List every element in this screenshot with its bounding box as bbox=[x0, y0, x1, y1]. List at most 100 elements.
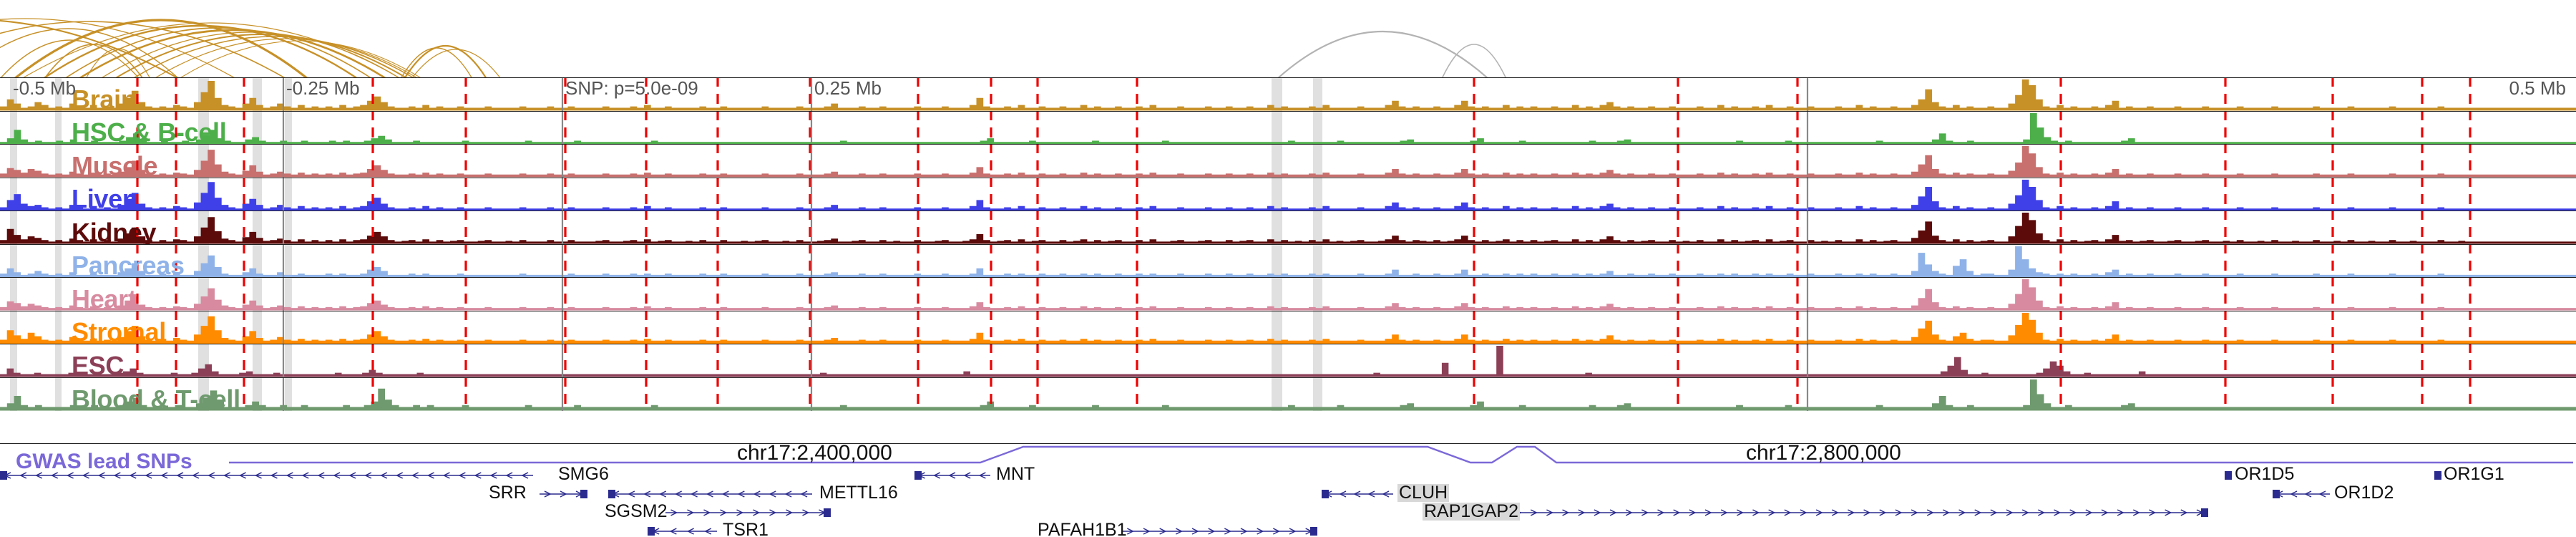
gene-strand-arrow bbox=[1625, 509, 1633, 516]
gene-strand-arrow bbox=[411, 472, 419, 479]
gene-strand-arrow bbox=[505, 472, 513, 479]
gene-strand-arrow bbox=[1609, 509, 1617, 516]
highlight-band bbox=[253, 111, 262, 144]
highlight-band bbox=[10, 377, 17, 411]
gene-strand-arrow bbox=[674, 490, 682, 498]
highlight-band bbox=[10, 344, 17, 377]
gene-label-or1d5[interactable]: OR1D5 bbox=[2235, 464, 2295, 484]
gene-strand-arrow bbox=[720, 509, 728, 516]
gene-label-rap1gap2[interactable]: RAP1GAP2 bbox=[1423, 501, 1521, 521]
gene-strand-arrow bbox=[1641, 509, 1649, 516]
gene-strand-arrow bbox=[686, 528, 694, 535]
signal-area bbox=[0, 79, 2576, 111]
highlight-band bbox=[1313, 311, 1322, 344]
highlight-band bbox=[285, 377, 292, 411]
gene-strand-arrow bbox=[2054, 509, 2062, 516]
gene-exon bbox=[0, 471, 7, 480]
chromatin-loop-arc bbox=[102, 32, 399, 77]
gene-strand-arrow bbox=[1530, 509, 1538, 516]
highlight-band bbox=[55, 344, 62, 377]
highlight-band bbox=[1272, 377, 1282, 411]
highlight-band bbox=[10, 244, 17, 277]
highlight-band bbox=[1272, 278, 1282, 311]
highlight-band bbox=[55, 244, 62, 277]
genomic-coordinate-label: chr17:2,800,000 bbox=[1746, 441, 1901, 465]
gene-strand-arrow bbox=[753, 490, 761, 498]
gene-strand-arrow bbox=[1339, 490, 1347, 498]
highlight-band bbox=[55, 211, 62, 244]
gene-strand-arrow bbox=[948, 472, 956, 479]
gene-strand-arrow bbox=[223, 472, 231, 479]
gene-strand-arrow bbox=[1831, 509, 1839, 516]
gene-strand-arrow bbox=[687, 509, 695, 516]
chromatin-loop-arc bbox=[43, 24, 358, 77]
highlight-band bbox=[285, 344, 292, 377]
highlight-band bbox=[1313, 145, 1322, 178]
gene-strand-arrow bbox=[1768, 509, 1776, 516]
highlight-band bbox=[285, 145, 292, 178]
gene-exon bbox=[1322, 490, 1329, 498]
chromatin-loop-arc bbox=[411, 49, 501, 77]
gene-strand-arrow bbox=[1784, 509, 1792, 516]
gene-label-pafah1b1[interactable]: PAFAH1B1 bbox=[1038, 520, 1127, 537]
gene-label-mnt[interactable]: MNT bbox=[996, 464, 1035, 484]
gene-annotation-panel: GWAS lead SNPs chr17:2,400,000 chr17:2,80… bbox=[0, 441, 2576, 537]
gene-strand-arrow bbox=[784, 490, 792, 498]
gene-label-cluh[interactable]: CLUH bbox=[1397, 483, 1450, 503]
highlight-band bbox=[55, 78, 62, 111]
highlight-band bbox=[285, 311, 292, 344]
gene-strand-arrow bbox=[333, 472, 341, 479]
gene-strand-arrow bbox=[1257, 528, 1264, 535]
gene-strand-arrow bbox=[1958, 509, 1966, 516]
gene-strand-arrow bbox=[1562, 509, 1570, 516]
gene-strand-arrow bbox=[1689, 509, 1697, 516]
gene-strand-arrow bbox=[800, 490, 808, 498]
gene-strand-arrow bbox=[1926, 509, 1934, 516]
gene-strand-arrow bbox=[442, 472, 450, 479]
gene-strand-arrow bbox=[1159, 528, 1167, 535]
gene-label-or1g1[interactable]: OR1G1 bbox=[2444, 464, 2504, 484]
gene-strand-arrow bbox=[160, 472, 168, 479]
signal-area bbox=[0, 146, 2576, 178]
chromatin-loop-arc bbox=[86, 48, 150, 77]
gene-strand-arrow bbox=[786, 509, 794, 516]
gene-exon bbox=[2273, 490, 2280, 498]
gene-strand-arrow bbox=[474, 472, 482, 479]
gene-label-or1d2[interactable]: OR1D2 bbox=[2334, 483, 2394, 503]
gene-label-srr[interactable]: SRR bbox=[489, 483, 527, 503]
gene-strand-arrow bbox=[1974, 509, 1982, 516]
gene-strand-arrow bbox=[2069, 509, 2077, 516]
highlight-band bbox=[1313, 211, 1322, 244]
gene-label-smg6[interactable]: SMG6 bbox=[558, 464, 609, 484]
chromatin-loop-arc bbox=[0, 39, 140, 77]
gene-label-sgsm2[interactable]: SGSM2 bbox=[605, 501, 668, 521]
gene-strand-arrow bbox=[2165, 509, 2172, 516]
gene-strand-arrow bbox=[458, 472, 466, 479]
gene-strand-arrow bbox=[1594, 509, 1601, 516]
gene-strand-arrow bbox=[2149, 509, 2157, 516]
gene-exon bbox=[608, 490, 615, 498]
gene-strand-arrow bbox=[1800, 509, 1807, 516]
gene-strand-arrow bbox=[19, 472, 27, 479]
signal-area bbox=[0, 112, 2576, 144]
gene-strand-arrow bbox=[129, 472, 137, 479]
gene-strand-arrow bbox=[1720, 509, 1728, 516]
track-row-kidney: Kidney bbox=[0, 211, 2576, 245]
chromatin-loop-arc bbox=[1277, 30, 1488, 77]
gene-label-tsr1[interactable]: TSR1 bbox=[723, 520, 769, 537]
gene-strand-arrow bbox=[736, 509, 744, 516]
track-row-hsc-b-cell: HSC & B-cell bbox=[0, 111, 2576, 145]
gene-strand-arrow bbox=[113, 472, 121, 479]
gene-strand-arrow bbox=[1353, 490, 1361, 498]
gene-strand-arrow bbox=[2318, 490, 2326, 498]
gene-strand-arrow bbox=[1863, 509, 1871, 516]
gene-strand-arrow bbox=[521, 472, 529, 479]
gene-strand-arrow bbox=[802, 509, 810, 516]
gene-strand-arrow bbox=[963, 472, 971, 479]
gene-exon bbox=[824, 508, 831, 517]
gene-label-mettl16[interactable]: METTL16 bbox=[819, 483, 898, 503]
chromatin-loop-arc bbox=[404, 44, 487, 77]
gwas-lead-snps-label: GWAS lead SNPs bbox=[16, 450, 192, 473]
gene-strand-arrow bbox=[706, 490, 713, 498]
highlight-band bbox=[1313, 111, 1322, 144]
